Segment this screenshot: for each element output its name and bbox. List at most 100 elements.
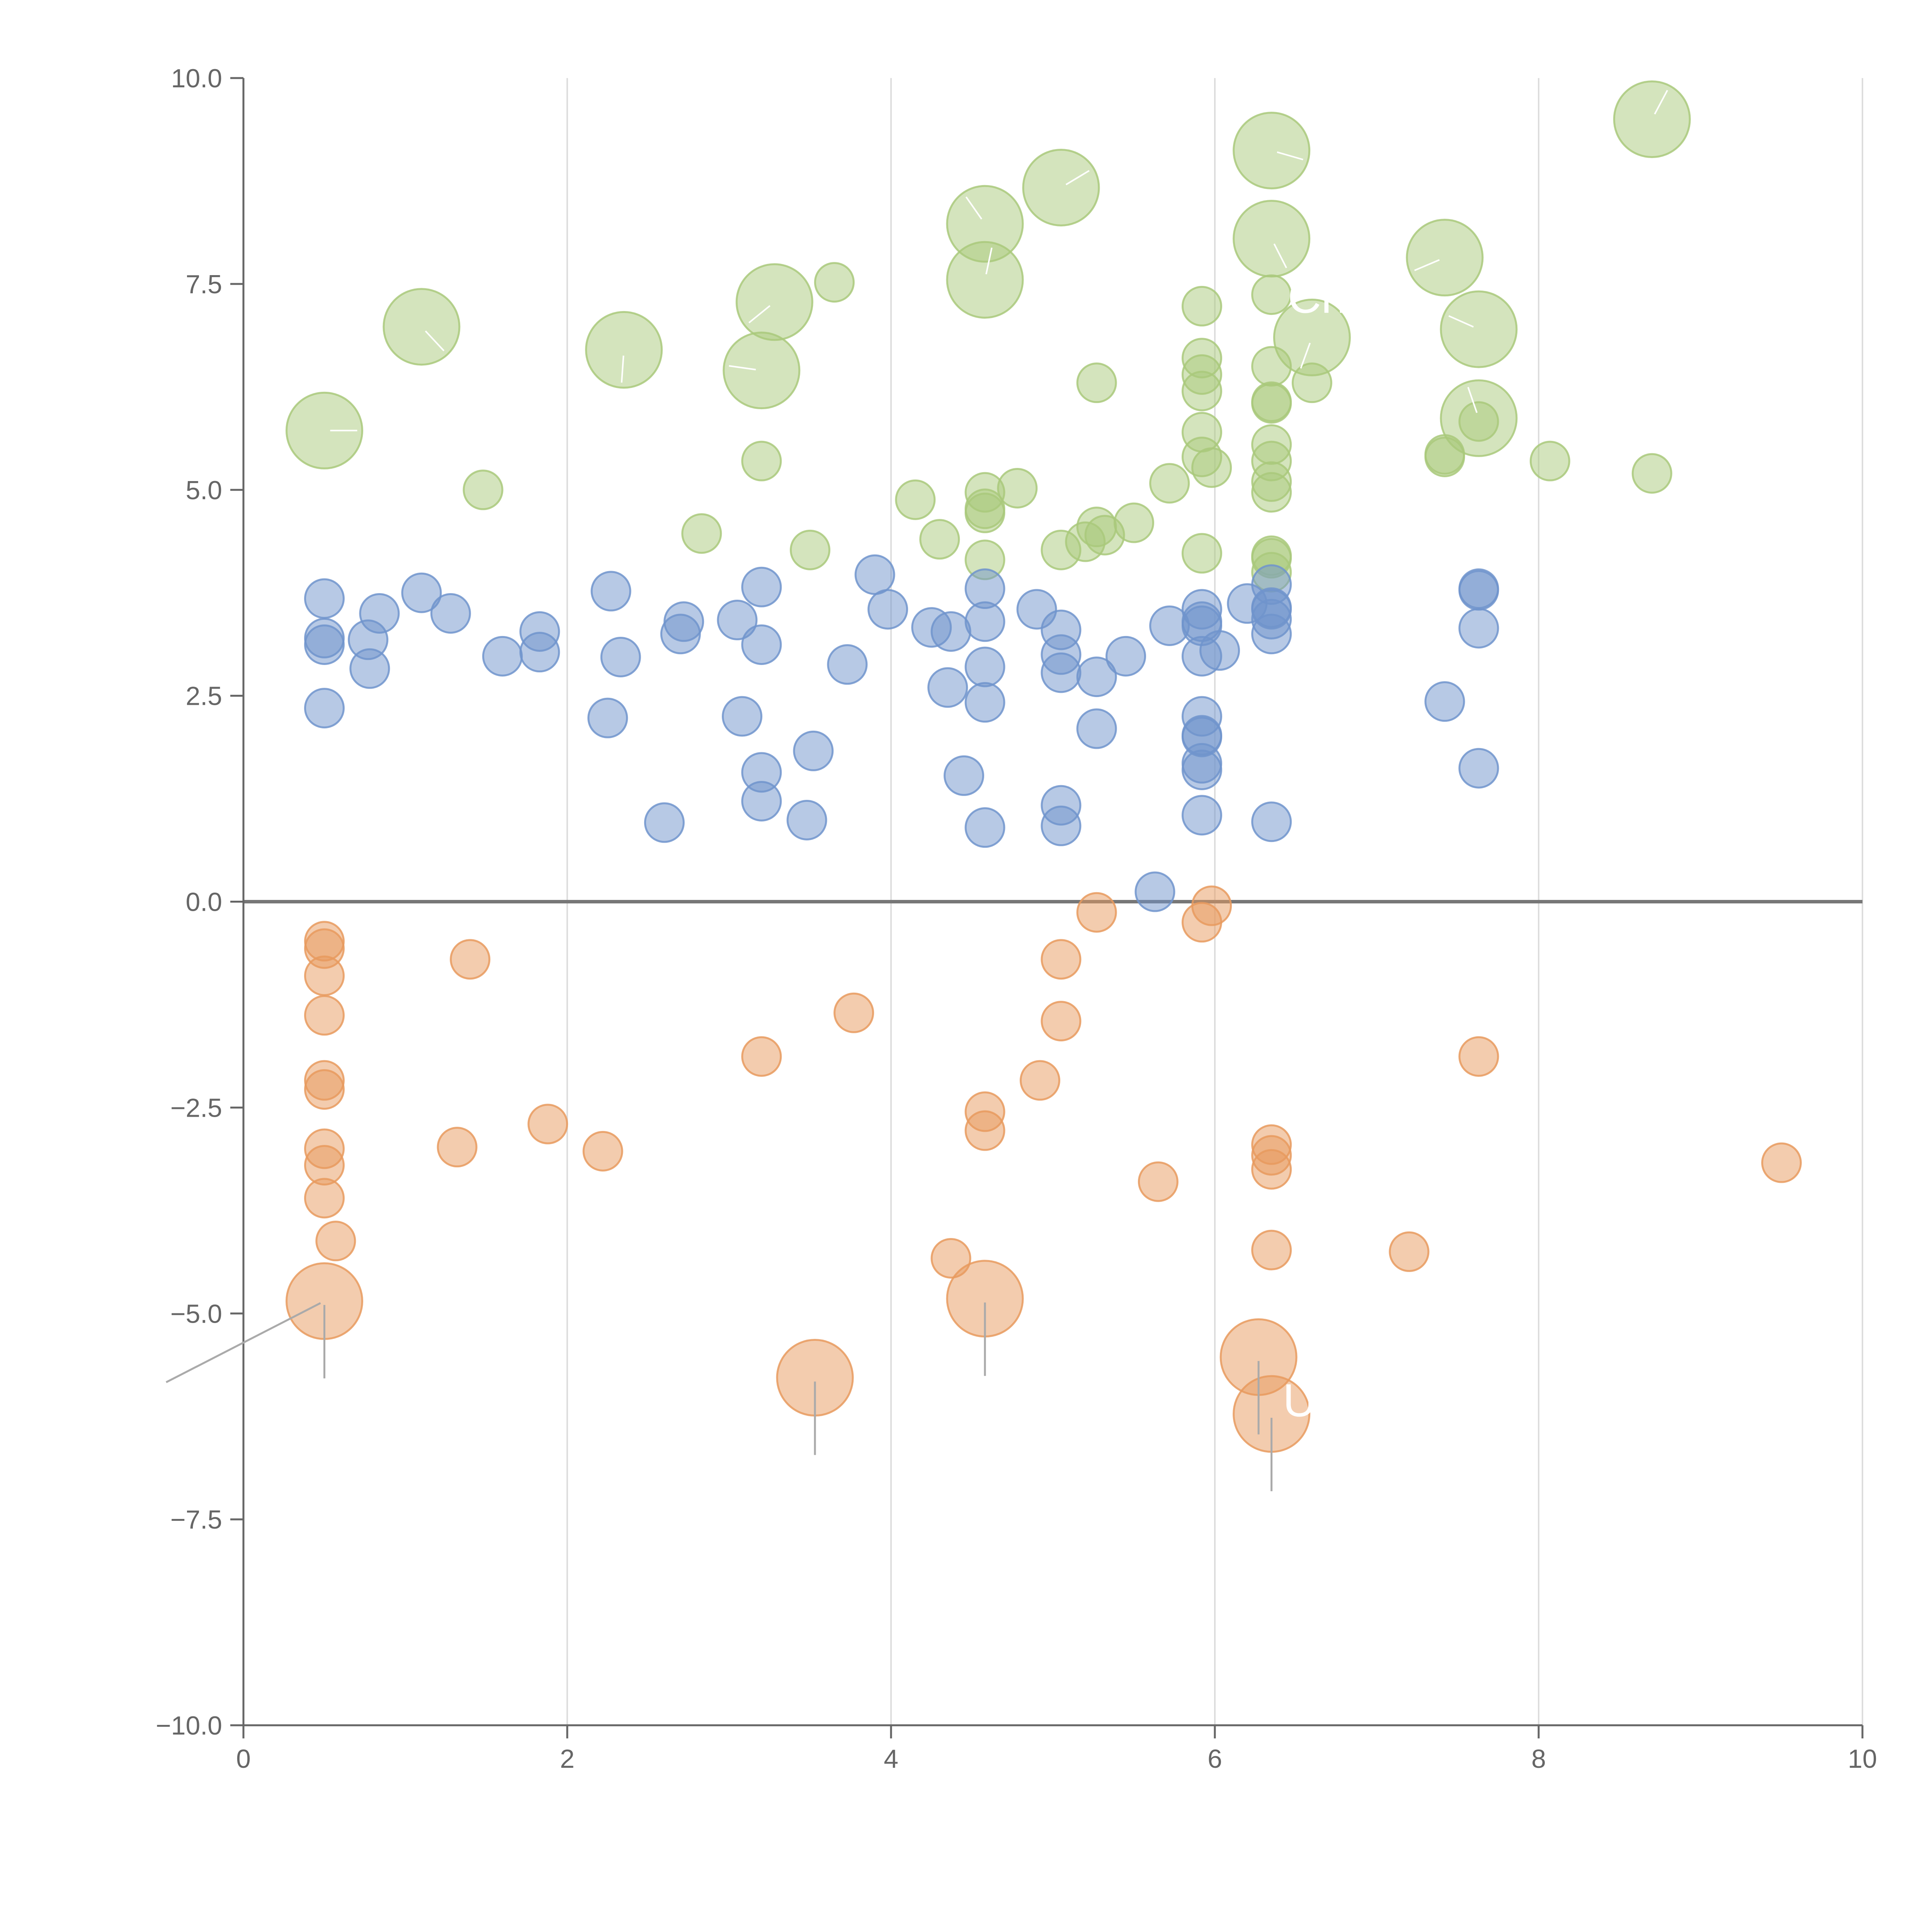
blue-point-27 xyxy=(854,554,895,595)
blue-point-11 xyxy=(519,632,560,673)
blue-point-65 xyxy=(1251,614,1292,655)
green-point-33 xyxy=(1149,463,1190,504)
blue-point-5 xyxy=(349,648,390,689)
y-tick-label: 5.0 xyxy=(185,476,222,505)
blue-point-37 xyxy=(964,807,1005,848)
green-point-14 xyxy=(1613,80,1691,158)
y-tick-label: −2.5 xyxy=(170,1093,222,1122)
annotation-label: U xyxy=(1283,1375,1316,1427)
blue-point-28 xyxy=(867,589,908,630)
orange-point-32 xyxy=(1761,1142,1802,1183)
blue-point-12 xyxy=(587,697,628,738)
blue-point-69 xyxy=(1458,570,1499,611)
blue-point-34 xyxy=(964,601,1005,642)
green-point-4 xyxy=(723,332,801,410)
blue-point-32 xyxy=(944,755,985,796)
green-point-3 xyxy=(735,263,813,341)
green-point-26 xyxy=(997,468,1038,509)
blue-point-15 xyxy=(644,802,685,843)
green-leader-9 xyxy=(1273,243,1287,269)
green-leader-5 xyxy=(965,196,983,220)
green-leader-7 xyxy=(1065,170,1090,185)
green-point-11 xyxy=(1406,219,1484,297)
green-point-49 xyxy=(1251,472,1292,513)
x-tick-label: 6 xyxy=(1208,1744,1222,1774)
green-leader-12 xyxy=(1448,315,1474,328)
orange-point-20 xyxy=(1041,939,1082,980)
green-point-1 xyxy=(383,288,461,366)
blue-point-44 xyxy=(1076,656,1117,697)
green-leader-2 xyxy=(621,355,624,383)
orange-point-9 xyxy=(315,1221,356,1262)
green-leader-13 xyxy=(1467,387,1478,413)
blue-point-20 xyxy=(741,566,782,607)
blue-point-7 xyxy=(401,572,442,613)
green-point-15 xyxy=(463,469,503,510)
blue-point-57 xyxy=(1181,749,1222,790)
x-tick-label: 2 xyxy=(560,1744,575,1774)
blue-point-70 xyxy=(1458,608,1499,649)
y-tick-label: −7.5 xyxy=(170,1505,222,1534)
green-point-55 xyxy=(1424,436,1465,477)
green-point-8 xyxy=(1233,112,1311,190)
orange-point-16 xyxy=(930,1238,971,1279)
green-point-9 xyxy=(1233,200,1311,278)
orange-point-15 xyxy=(833,992,874,1033)
green-point-6 xyxy=(946,241,1024,319)
green-point-12 xyxy=(1440,290,1518,368)
green-point-58 xyxy=(1631,453,1672,494)
blue-point-6 xyxy=(359,593,400,634)
orange-point-3 xyxy=(304,995,345,1036)
blue-point-47 xyxy=(1134,871,1175,912)
blue-point-2 xyxy=(304,624,345,665)
green-point-19 xyxy=(814,262,855,303)
orange-point-19 xyxy=(1019,1060,1060,1101)
green-point-42 xyxy=(1251,274,1292,315)
y-tick-label: 10.0 xyxy=(171,64,222,93)
orange-point-30 xyxy=(1389,1231,1430,1272)
green-point-53 xyxy=(1291,362,1332,403)
blue-point-46 xyxy=(1105,636,1146,677)
blue-point-66 xyxy=(1251,801,1292,842)
x-tick-label: 0 xyxy=(236,1744,251,1774)
blue-point-36 xyxy=(964,682,1005,723)
leader-lines xyxy=(165,90,1668,1492)
blue-point-24 xyxy=(786,799,827,840)
orange-point-28 xyxy=(1251,1149,1292,1190)
annotation-label: C xyxy=(640,279,674,331)
blue-point-23 xyxy=(741,781,782,821)
blue-point-9 xyxy=(482,636,523,677)
y-tick-label: −5.0 xyxy=(170,1299,222,1328)
orange-point-2 xyxy=(304,955,345,996)
green-point-24 xyxy=(964,492,1005,533)
blue-point-26 xyxy=(827,644,868,685)
green-leader-6 xyxy=(985,247,993,274)
blue-point-21 xyxy=(741,624,782,665)
green-point-32 xyxy=(1114,502,1154,543)
y-tick-label: 0.0 xyxy=(185,888,222,917)
blue-point-31 xyxy=(930,611,971,652)
green-point-2 xyxy=(585,311,663,389)
green-point-18 xyxy=(790,529,830,570)
y-tick-label: 2.5 xyxy=(185,682,222,711)
orange-point-8 xyxy=(304,1178,345,1219)
orange-point-5 xyxy=(304,1069,345,1110)
green-point-7 xyxy=(1022,148,1100,226)
blue-point-59 xyxy=(1199,630,1240,671)
orange-point-13 xyxy=(582,1131,623,1172)
green-leader-8 xyxy=(1277,151,1303,160)
green-point-40 xyxy=(1181,533,1222,574)
green-point-41 xyxy=(1191,447,1232,488)
blue-point-35 xyxy=(964,646,1005,687)
orange-long-leader xyxy=(165,1302,321,1383)
green-point-45 xyxy=(1251,383,1292,424)
blue-point-43 xyxy=(1041,805,1082,846)
green-point-20 xyxy=(895,479,936,520)
orange-point-10 xyxy=(437,1127,478,1168)
green-point-57 xyxy=(1529,440,1570,481)
x-tick-label: 4 xyxy=(884,1744,898,1774)
green-point-17 xyxy=(741,440,782,481)
blue-point-19 xyxy=(722,696,763,737)
annotation-label: Cn xyxy=(1288,271,1347,323)
